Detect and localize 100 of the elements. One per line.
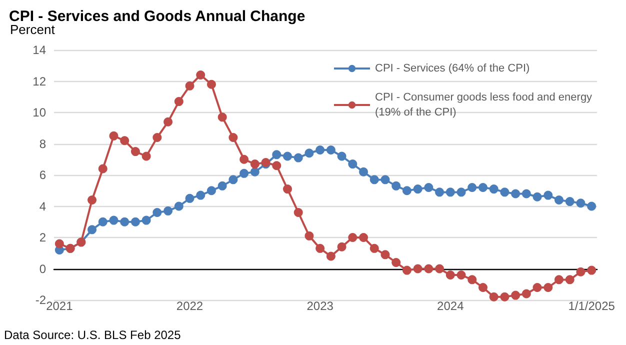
- point: [304, 148, 314, 158]
- y-tick-label: -2: [35, 293, 46, 307]
- point: [587, 202, 596, 211]
- point: [522, 289, 531, 298]
- point: [413, 184, 422, 194]
- point: [174, 202, 184, 211]
- point: [206, 80, 216, 89]
- point: [142, 152, 151, 161]
- y-axis-title: Percent: [10, 22, 56, 37]
- point: [500, 188, 510, 197]
- point: [468, 183, 477, 192]
- y-tick-label: 0: [39, 262, 46, 276]
- point: [304, 231, 314, 240]
- point: [456, 270, 466, 280]
- point: [272, 150, 282, 160]
- point: [142, 216, 151, 225]
- point: [88, 196, 97, 204]
- point: [576, 267, 586, 276]
- point: [392, 181, 401, 190]
- x-tick-label: 2022: [176, 299, 204, 313]
- point: [272, 161, 282, 170]
- y-tick-label: 4: [39, 199, 46, 214]
- x-tick-label: 1/1/2025: [568, 299, 616, 313]
- point: [554, 275, 564, 284]
- point: [130, 217, 140, 226]
- point: [446, 270, 455, 280]
- point: [468, 275, 477, 284]
- point: [326, 146, 336, 154]
- point: [283, 152, 292, 161]
- point: [359, 167, 368, 176]
- point: [196, 70, 206, 80]
- point: [478, 183, 488, 192]
- point: [109, 216, 118, 225]
- point: [98, 217, 108, 226]
- point: [587, 266, 596, 275]
- point: [316, 244, 325, 253]
- point: [544, 283, 553, 292]
- point: [240, 168, 249, 178]
- point: [218, 181, 227, 190]
- point: [413, 264, 422, 274]
- point: [489, 184, 498, 194]
- point: [250, 167, 260, 176]
- source-note: Data Source: U.S. BLS Feb 2025: [4, 328, 182, 342]
- point: [152, 133, 162, 142]
- point: [348, 233, 358, 242]
- point: [337, 242, 346, 252]
- point: [283, 184, 292, 194]
- point: [402, 186, 412, 196]
- x-tick-label: 2021: [46, 299, 74, 313]
- point: [337, 152, 346, 161]
- point: [424, 264, 434, 274]
- point: [380, 175, 390, 184]
- y-tick-label: 10: [32, 106, 46, 120]
- point: [359, 233, 368, 242]
- legend-label: CPI - Consumer goods less food and energy (19% of the CPI): [375, 92, 593, 118]
- point: [500, 292, 510, 302]
- point: [478, 283, 488, 292]
- point: [206, 186, 216, 196]
- point: [392, 258, 401, 267]
- point: [218, 112, 227, 122]
- point: [326, 252, 336, 261]
- y-tick-label: 2: [39, 230, 46, 244]
- point: [316, 146, 325, 154]
- point: [120, 136, 130, 146]
- point: [294, 208, 303, 217]
- point: [348, 160, 358, 169]
- point: [565, 197, 574, 206]
- y-tick-label: 14: [32, 43, 46, 57]
- point: [402, 266, 412, 275]
- point: [511, 290, 520, 300]
- x-tick-label: 2024: [437, 299, 464, 313]
- point: [164, 117, 173, 126]
- point: [511, 189, 520, 198]
- point: [228, 133, 238, 142]
- point: [370, 244, 379, 253]
- point: [164, 206, 173, 216]
- point: [88, 225, 97, 234]
- x-tick-label: 2023: [306, 299, 334, 313]
- point: [522, 189, 531, 198]
- point: [98, 164, 108, 174]
- chart-title: CPI - Services and Goods Annual Change: [9, 8, 306, 25]
- point: [196, 190, 206, 200]
- point: [120, 217, 130, 226]
- point: [250, 160, 260, 169]
- y-tick-label: 8: [39, 136, 46, 151]
- point: [109, 131, 118, 140]
- point: [185, 194, 194, 203]
- point: [489, 292, 498, 302]
- point: [532, 192, 542, 202]
- point: [565, 275, 574, 284]
- point: [446, 188, 455, 197]
- point: [240, 154, 249, 164]
- point: [456, 188, 466, 197]
- point: [424, 183, 434, 192]
- point: [130, 147, 140, 156]
- point: [435, 188, 444, 197]
- point: [544, 190, 553, 200]
- point: [185, 81, 194, 90]
- point: [228, 175, 238, 184]
- point: [532, 283, 542, 292]
